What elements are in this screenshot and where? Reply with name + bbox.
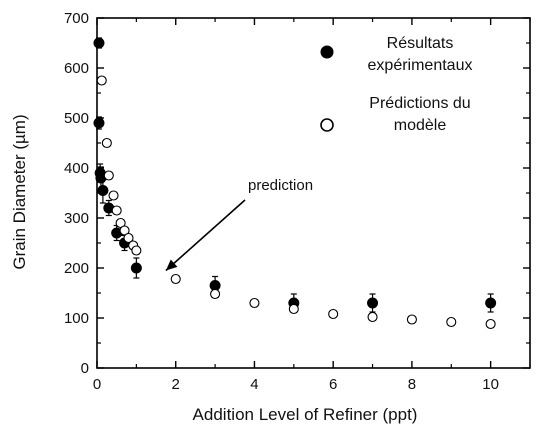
x-tick-label: 2 <box>172 376 180 393</box>
x-tick-label: 4 <box>250 376 258 393</box>
data-point-model <box>288 303 299 315</box>
data-point-model <box>406 314 417 325</box>
data-point-experimental <box>97 185 109 196</box>
data-point-model <box>131 245 142 256</box>
data-point-experimental <box>130 262 142 274</box>
y-tick-label: 200 <box>64 260 89 277</box>
legend-label: Résultats <box>387 35 454 52</box>
y-tick-label: 0 <box>81 360 89 377</box>
legend-label: Prédictions du <box>369 95 470 112</box>
x-axis-title: Addition Level of Refiner (ppt) <box>193 405 418 424</box>
annotation-arrowhead <box>165 259 178 271</box>
legend-label: modèle <box>394 117 447 134</box>
series-experimental <box>93 37 497 313</box>
data-point-model <box>367 311 378 323</box>
data-point-model <box>249 297 260 309</box>
data-point-model <box>96 75 107 86</box>
annotation-arrow <box>165 199 246 272</box>
data-point-model <box>485 318 496 330</box>
y-axis-title: Grain Diameter (µm) <box>10 114 29 269</box>
data-point-model <box>170 273 181 285</box>
axis-ticks <box>96 17 531 369</box>
y-tick-label: 400 <box>64 160 89 177</box>
y-tick-label: 600 <box>64 60 89 77</box>
x-tick-label: 0 <box>93 376 101 393</box>
legend-marker-experimental <box>320 45 334 59</box>
x-tick-label: 6 <box>329 376 337 393</box>
data-point-model <box>108 190 119 201</box>
y-tick-label: 100 <box>64 310 89 327</box>
x-tick-label: 10 <box>482 376 499 393</box>
data-point-model <box>123 232 134 244</box>
data-point-model <box>101 137 112 149</box>
legend-label: expérimentaux <box>368 57 473 74</box>
series-model <box>96 75 496 330</box>
annotation-layer: prediction <box>165 177 313 272</box>
data-point-model <box>328 308 339 320</box>
data-point-experimental <box>485 297 497 309</box>
data-point-model <box>111 205 122 216</box>
data-point-model <box>210 288 221 300</box>
data-point-experimental <box>93 117 105 129</box>
data-point-experimental <box>367 297 379 309</box>
data-point-experimental <box>93 37 105 49</box>
legend: Résultats expérimentaux Prédictions du modè… <box>320 35 473 134</box>
data-point-model <box>446 316 457 328</box>
data-point-model <box>103 170 114 181</box>
legend-marker-model <box>320 118 334 132</box>
series-layer <box>93 37 497 330</box>
y-tick-label: 300 <box>64 210 89 227</box>
y-tick-label: 700 <box>64 10 89 27</box>
annotation-text: prediction <box>248 177 313 194</box>
x-tick-label: 8 <box>408 376 416 393</box>
y-tick-label: 500 <box>64 110 89 127</box>
